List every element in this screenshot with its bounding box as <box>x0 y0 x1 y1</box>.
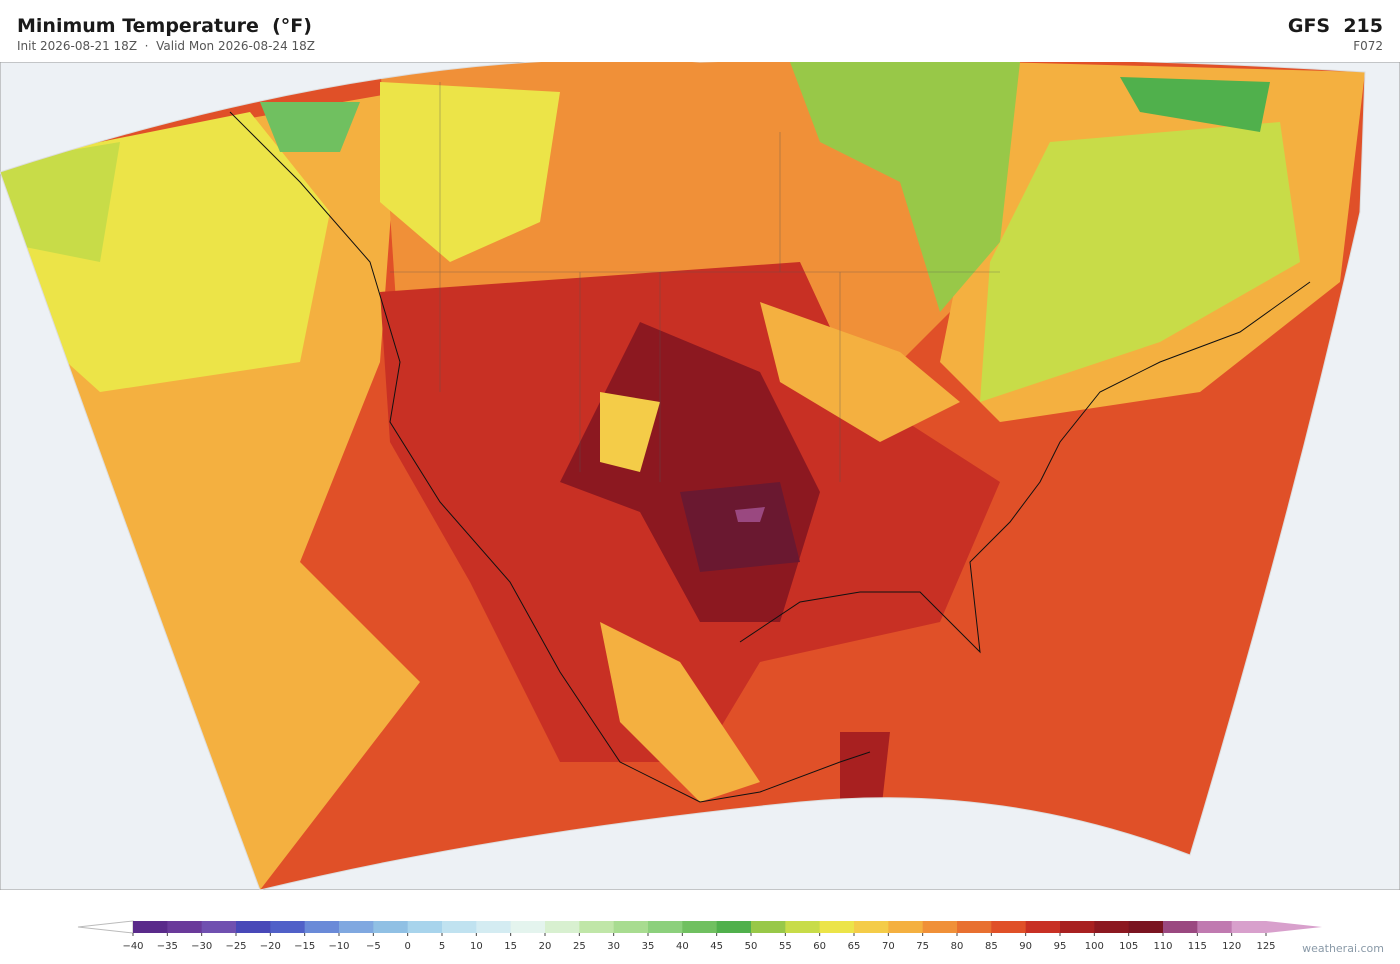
colorbar-tick-label: −30 <box>191 941 212 952</box>
field-zone <box>380 82 560 262</box>
subtitle: Init 2026-08-21 18Z · Valid Mon 2026-08-… <box>17 39 316 53</box>
colorbar-segment <box>201 921 237 933</box>
colorbar-segment <box>579 921 615 933</box>
colorbar-segment <box>339 921 374 933</box>
colorbar-tick-label: 55 <box>779 941 792 952</box>
colorbar-segment <box>888 921 924 933</box>
colorbar-segment <box>648 921 683 933</box>
colorbar-segment <box>1094 921 1130 933</box>
colorbar-tick-label: −25 <box>225 941 246 952</box>
colorbar-tick-label: 25 <box>573 941 586 952</box>
colorbar-segment <box>1060 921 1095 933</box>
colorbar-tick-label: −15 <box>294 941 315 952</box>
colorbar: −40 −35 −30 −25 −20 −15 −10 −5 0 5 10 15 20 25 30 35 40 4… <box>77 920 1322 952</box>
colorbar-tick-label: 120 <box>1222 941 1241 952</box>
field-zone <box>0 142 120 262</box>
colorbar-segment <box>476 921 512 933</box>
colorbar-tick-label: 0 <box>404 941 410 952</box>
colorbar-segment <box>854 921 889 933</box>
model-label: GFS 215 <box>1287 15 1383 37</box>
colorbar-segment <box>545 921 580 933</box>
colorbar-under <box>77 920 134 934</box>
colorbar-tick-label: −10 <box>328 941 349 952</box>
colorbar-segment <box>991 921 1027 933</box>
colorbar-tick-label: 85 <box>985 941 998 952</box>
colorbar-tick-label: 30 <box>607 941 620 952</box>
colorbar-segment <box>613 921 649 933</box>
forecast-hour: F072 <box>1353 39 1383 53</box>
colorbar-segment <box>716 921 752 933</box>
colorbar-tick-label: 95 <box>1054 941 1067 952</box>
colorbar-tick-label: 50 <box>745 941 758 952</box>
field-zone <box>760 302 960 442</box>
colorbar-segment <box>682 921 718 933</box>
colorbar-tick-label: −5 <box>366 941 381 952</box>
colorbar-segment <box>373 921 409 933</box>
field-zone <box>735 507 765 522</box>
field-zone <box>680 482 800 572</box>
colorbar-tick-label: 75 <box>916 941 929 952</box>
colorbar-tick-label: −40 <box>122 941 143 952</box>
field-zone <box>1120 77 1270 132</box>
temperature-field <box>0 62 1365 890</box>
colorbar-tick-label: 60 <box>813 941 826 952</box>
colorbar-tick-label: 45 <box>710 941 723 952</box>
colorbar-tick-label: 35 <box>642 941 655 952</box>
colorbar-tick-label: 90 <box>1019 941 1032 952</box>
colorbar-segment <box>407 921 443 933</box>
colorbar-tick-label: 125 <box>1256 941 1275 952</box>
colorbar-segment <box>270 921 306 933</box>
field-zone <box>980 122 1300 402</box>
colorbar-segment <box>236 921 271 933</box>
colorbar-segment <box>1163 921 1198 933</box>
colorbar-segment <box>1197 921 1233 933</box>
map <box>0 62 1400 890</box>
colorbar-segment <box>133 921 168 933</box>
domain-outline <box>0 62 1366 890</box>
coastline <box>229 111 1311 803</box>
colorbar-tick-label: 100 <box>1085 941 1104 952</box>
colorbar-tick-label: 115 <box>1188 941 1207 952</box>
title: Minimum Temperature (°F) <box>17 15 312 37</box>
colorbar-segment <box>442 921 477 933</box>
borders <box>390 82 1000 482</box>
colorbar-tick-label: 20 <box>539 941 552 952</box>
colorbar-tick-label: 15 <box>504 941 517 952</box>
colorbar-segment <box>304 921 340 933</box>
colorbar-segment <box>510 921 546 933</box>
colorbar-tick-label: 105 <box>1119 941 1138 952</box>
field-zone <box>600 392 660 472</box>
colorbar-segment <box>1025 921 1061 933</box>
colorbar-over <box>1266 921 1322 933</box>
colorbar-tick-label: 10 <box>470 941 483 952</box>
field-zone <box>600 622 760 802</box>
colorbar-tick-label: 5 <box>439 941 445 952</box>
colorbar-segment <box>819 921 855 933</box>
colorbar-tick-label: 40 <box>676 941 689 952</box>
field-zone <box>260 102 360 152</box>
colorbar-tick-label: 80 <box>951 941 964 952</box>
colorbar-segment <box>957 921 992 933</box>
colorbar-tick-label: 70 <box>882 941 895 952</box>
colorbar-segment <box>751 921 786 933</box>
colorbar-tick-label: −20 <box>260 941 281 952</box>
colorbar-segment <box>785 921 821 933</box>
colorbar-tick-label: −35 <box>157 941 178 952</box>
colorbar-segment <box>167 921 203 933</box>
colorbar-tick-label: 110 <box>1153 941 1172 952</box>
field-zone <box>790 62 1020 312</box>
colorbar-tick-label: 65 <box>848 941 861 952</box>
colorbar-segment <box>922 921 958 933</box>
colorbar-segment <box>1231 921 1267 933</box>
colorbar-segment <box>1128 921 1164 933</box>
credit: weatherai.com <box>1302 942 1384 955</box>
